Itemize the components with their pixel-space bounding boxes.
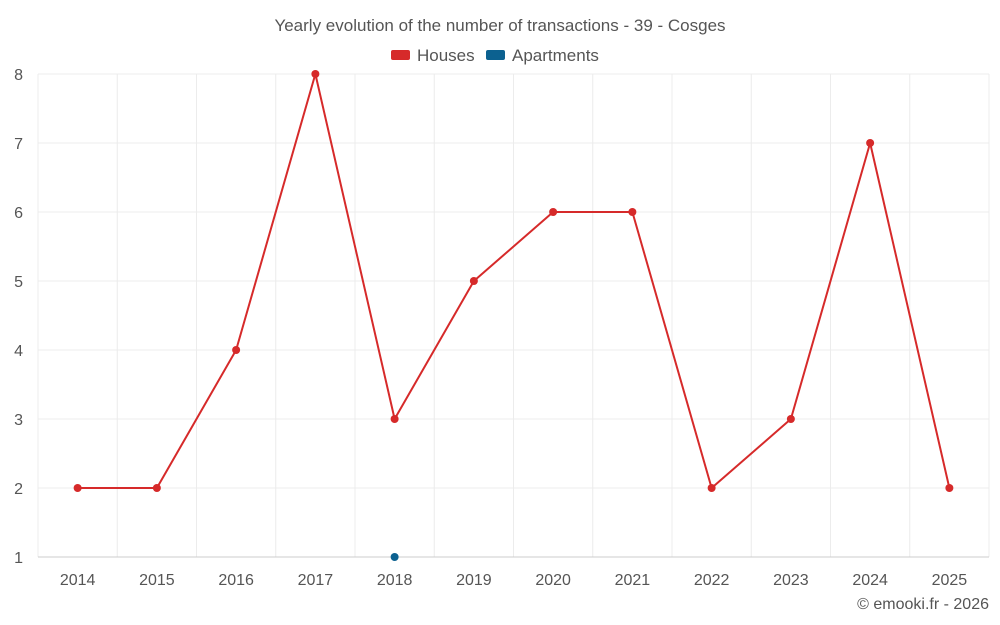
y-tick-label: 5 [14,274,23,291]
data-point-houses[interactable] [152,484,161,492]
data-point-houses[interactable] [707,484,716,492]
x-tick-label: 2020 [535,572,571,589]
y-tick-label: 3 [14,412,23,429]
data-point-houses[interactable] [311,70,320,78]
x-tick-label: 2019 [456,572,492,589]
data-point-houses[interactable] [469,277,478,285]
y-tick-label: 2 [14,481,23,498]
x-tick-label: 2017 [298,572,334,589]
data-point-houses[interactable] [549,208,558,216]
legend-item-houses[interactable]: Houses [391,46,475,65]
y-tick-label: 8 [14,67,23,84]
data-point-houses[interactable] [232,346,241,354]
data-point-houses[interactable] [866,139,875,147]
legend-label-houses: Houses [417,46,475,65]
credit-text: © emooki.fr - 2026 [857,596,989,613]
data-point-houses[interactable] [390,415,399,423]
legend-swatch-apartments [486,50,505,60]
legend: Houses Apartments [391,46,599,65]
y-axis-ticks: 1 2 3 4 5 6 7 8 [14,67,23,567]
series-houses [73,70,954,492]
x-axis-ticks: 2014 2015 2016 2017 2018 2019 2020 2021 2022 2023… [60,572,967,589]
x-tick-label: 2022 [694,572,730,589]
x-tick-label: 2025 [932,572,968,589]
x-tick-label: 2018 [377,572,413,589]
y-tick-label: 1 [14,550,23,567]
x-tick-label: 2016 [218,572,254,589]
y-tick-label: 4 [14,343,23,360]
x-tick-label: 2015 [139,572,175,589]
series-apartments [390,553,399,561]
y-tick-label: 7 [14,136,23,153]
x-tick-label: 2023 [773,572,809,589]
data-point-houses[interactable] [786,415,795,423]
data-point-houses[interactable] [628,208,637,216]
x-tick-label: 2024 [852,572,888,589]
legend-swatch-houses [391,50,410,60]
legend-item-apartments[interactable]: Apartments [486,46,599,65]
chart-title: Yearly evolution of the number of transa… [274,16,725,35]
x-tick-label: 2021 [615,572,651,589]
x-tick-label: 2014 [60,572,96,589]
series-layer [73,70,954,561]
data-point-apartments[interactable] [390,553,399,561]
legend-label-apartments: Apartments [512,46,599,65]
y-tick-label: 6 [14,205,23,222]
data-point-houses[interactable] [73,484,82,492]
grid [37,73,990,557]
data-point-houses[interactable] [945,484,954,492]
series-line-houses [77,73,951,489]
